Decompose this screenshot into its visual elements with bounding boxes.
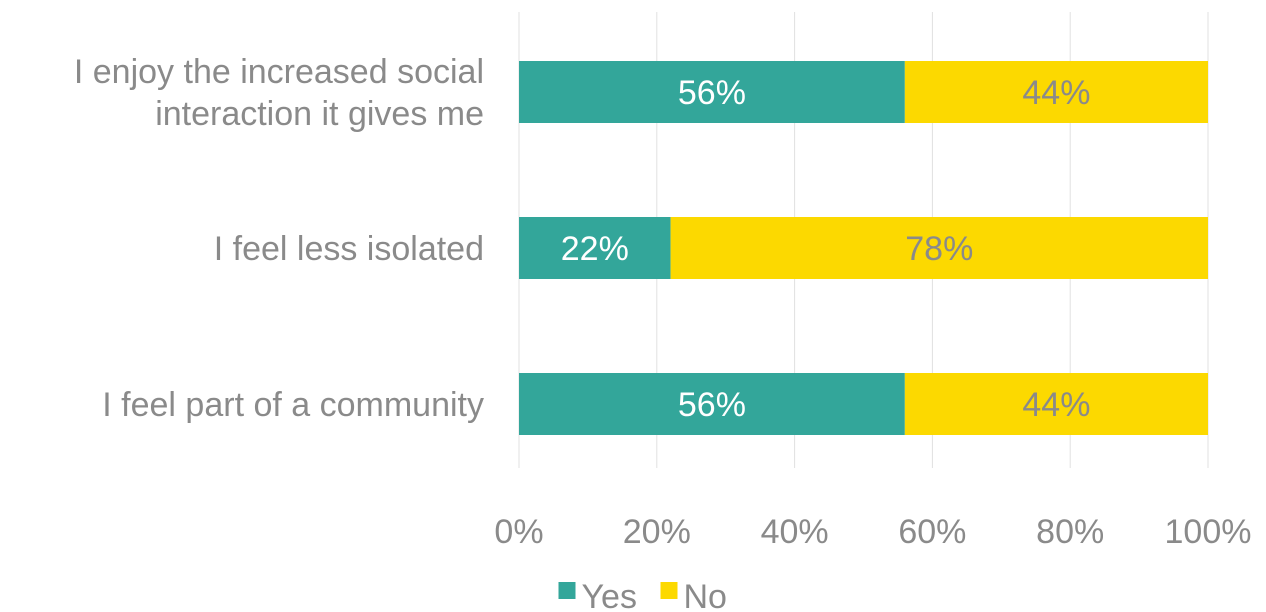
data-label: 56% <box>678 74 746 112</box>
legend-label: Yes <box>582 578 637 612</box>
legend: Yes No <box>558 578 727 612</box>
data-label: 22% <box>561 230 629 268</box>
bar-segment-yes <box>519 217 671 279</box>
bar-segment-no <box>904 373 1208 435</box>
x-tick-label: 80% <box>1036 513 1104 551</box>
x-tick-label: 20% <box>623 513 691 551</box>
data-label: 56% <box>678 386 746 424</box>
data-label: 78% <box>905 230 973 268</box>
legend-swatch <box>660 582 678 599</box>
bar-layer <box>519 61 1208 435</box>
x-tick-label: 0% <box>494 513 543 551</box>
legend-label: No <box>684 578 727 612</box>
category-label: I feel part of a community <box>102 386 484 424</box>
label-layer: 0% 20% 40% 60% 80% 100% I enjoy the increased … <box>74 53 1252 551</box>
bar-segment-no <box>904 61 1208 123</box>
x-tick-label: 60% <box>898 513 966 551</box>
x-tick-label: 100% <box>1165 513 1252 551</box>
data-label: 44% <box>1022 386 1090 424</box>
category-label: I feel less isolated <box>214 230 484 268</box>
data-label: 44% <box>1022 74 1090 112</box>
legend-item-no: No <box>660 578 727 612</box>
bar-segment-yes <box>519 373 905 435</box>
bar-segment-yes <box>519 61 905 123</box>
x-tick-label: 40% <box>761 513 829 551</box>
category-label: I enjoy the increased social interaction … <box>74 53 484 133</box>
bar-segment-no <box>670 217 1208 279</box>
legend-swatch <box>558 582 576 599</box>
legend-item-yes: Yes <box>558 578 637 612</box>
